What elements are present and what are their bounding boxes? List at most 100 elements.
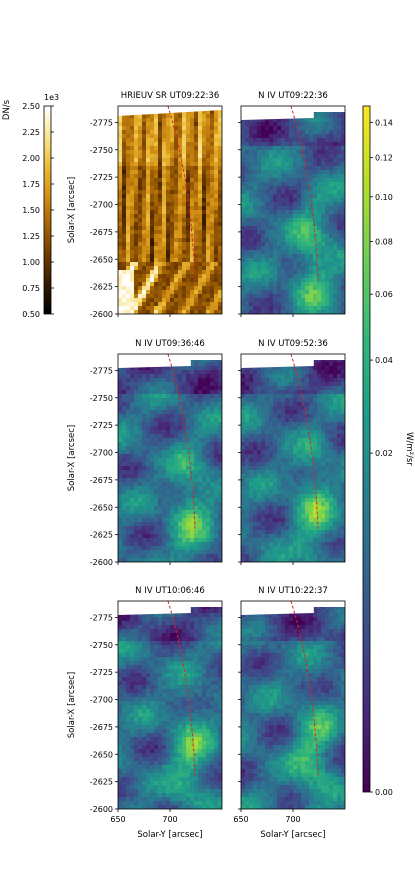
data-cell (269, 482, 274, 487)
data-cell (305, 230, 310, 235)
data-cell (122, 366, 127, 371)
data-cell (289, 366, 294, 371)
data-cell (337, 266, 342, 271)
data-cell (249, 190, 254, 195)
data-cell (174, 470, 179, 475)
data-cell (186, 402, 191, 407)
data-cell (309, 226, 314, 231)
data-cell (170, 262, 175, 267)
data-cell (214, 250, 219, 255)
data-cell (134, 370, 139, 375)
data-cell (154, 258, 159, 263)
data-cell (190, 438, 195, 443)
data-cell (150, 422, 155, 427)
data-cell (206, 294, 211, 299)
data-cell (186, 162, 191, 167)
data-cell (130, 498, 135, 503)
data-cell (134, 278, 139, 283)
data-cell (289, 434, 294, 439)
data-cell (325, 238, 330, 243)
data-cell (206, 118, 211, 123)
data-cell (249, 186, 254, 191)
data-cell (198, 302, 203, 307)
data-cell (301, 270, 306, 275)
data-cell (166, 294, 171, 299)
data-cell (134, 514, 139, 519)
data-cell (281, 370, 286, 375)
data-cell (210, 110, 215, 115)
data-cell (329, 306, 334, 311)
data-cell (202, 382, 207, 387)
data-cell (241, 146, 246, 151)
data-cell (333, 382, 338, 387)
data-cell (158, 142, 163, 147)
data-cell (325, 458, 330, 463)
data-cell (118, 178, 123, 183)
data-cell (321, 414, 326, 419)
data-cell (297, 286, 302, 291)
data-cell (218, 410, 222, 415)
data-cell (285, 410, 290, 415)
data-cell (198, 390, 203, 395)
data-cell (261, 158, 266, 163)
data-cell (281, 482, 286, 487)
data-cell (297, 154, 302, 159)
data-cell (289, 158, 294, 163)
data-cell (130, 266, 135, 271)
panel-4: N IV UT09:52:36 (238, 339, 346, 565)
data-cell (190, 262, 195, 267)
data-cell (269, 286, 274, 291)
panel-image (241, 354, 345, 562)
data-cell (253, 194, 258, 199)
data-cell (249, 422, 254, 427)
data-cell (154, 210, 159, 215)
data-cell (321, 282, 326, 287)
data-cell (245, 146, 250, 151)
data-cell (317, 126, 322, 131)
data-cell (142, 250, 147, 255)
data-cell (194, 550, 199, 555)
data-cell (329, 126, 334, 131)
data-cell (321, 290, 326, 295)
data-cell (285, 250, 290, 255)
data-cell (174, 282, 179, 287)
data-cell (206, 506, 211, 511)
data-cell (122, 306, 127, 311)
data-cell (174, 262, 179, 267)
data-cell (265, 138, 270, 143)
data-cell (277, 178, 282, 183)
data-cell (214, 394, 219, 399)
data-cell (198, 530, 203, 535)
data-cell (325, 266, 330, 271)
data-cell (134, 454, 139, 459)
data-cell (150, 130, 155, 135)
data-cell (142, 186, 147, 191)
data-cell (178, 282, 183, 287)
data-cell (265, 282, 270, 287)
data-cell (174, 250, 179, 255)
data-cell (190, 222, 195, 227)
data-cell (122, 298, 127, 303)
data-cell (281, 146, 286, 151)
data-cell (154, 386, 159, 391)
data-cell (170, 458, 175, 463)
data-cell (293, 246, 298, 251)
data-cell (289, 142, 294, 147)
data-cell (210, 442, 215, 447)
data-cell (277, 118, 282, 123)
data-cell (341, 150, 345, 155)
data-cell (281, 170, 286, 175)
data-cell (325, 310, 330, 314)
data-cell (134, 482, 139, 487)
data-cell (178, 218, 183, 223)
data-cell (321, 438, 326, 443)
data-cell (158, 206, 163, 211)
data-cell (337, 278, 342, 283)
data-cell (257, 174, 262, 179)
data-cell (333, 358, 338, 363)
data-cell (194, 466, 199, 471)
data-cell (170, 534, 175, 539)
data-cell (261, 206, 266, 211)
data-cell (198, 238, 203, 243)
data-cell (261, 442, 266, 447)
